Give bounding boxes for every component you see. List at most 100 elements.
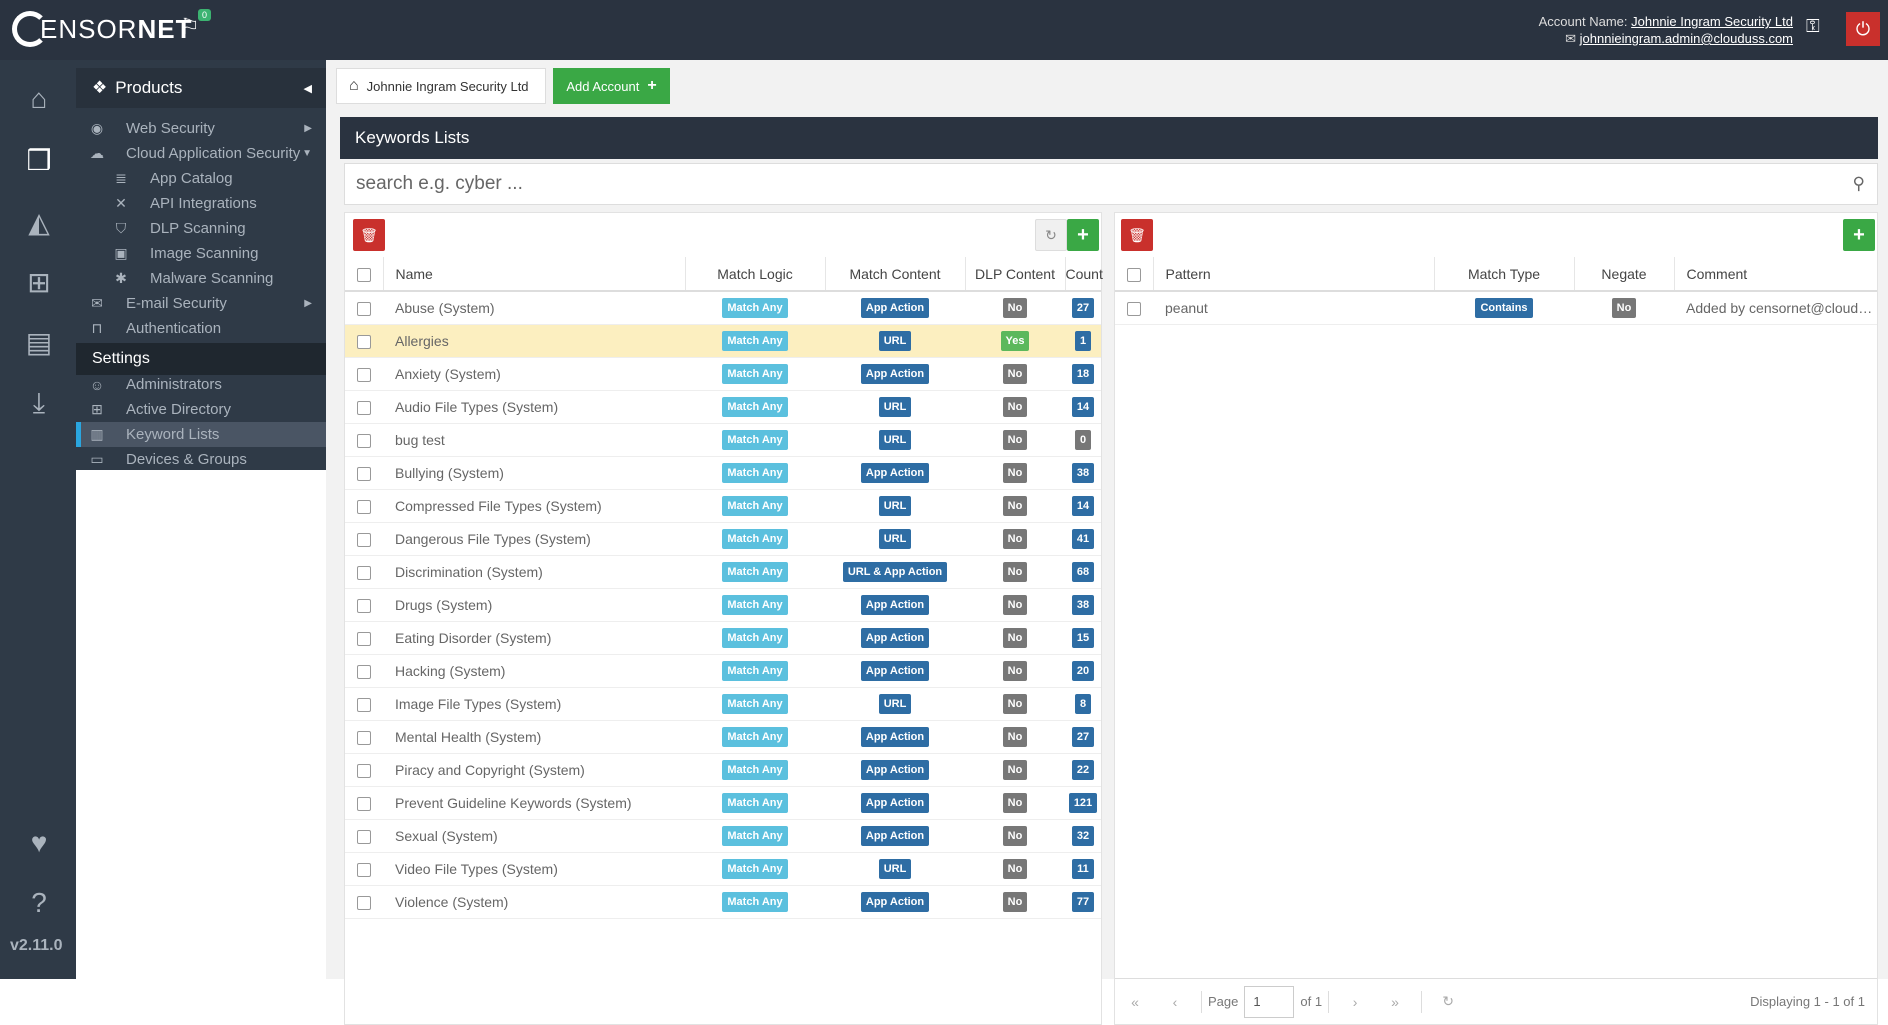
nav-administrators[interactable]: ☺ Administrators [76,372,326,397]
list-name: Image File Types (System) [383,687,685,721]
row-checkbox[interactable] [357,895,371,910]
row-checkbox[interactable] [357,598,371,613]
table-row[interactable]: Eating Disorder (System) Match Any App Act… [345,621,1101,655]
col-logic-header[interactable]: Match Logic [685,257,826,292]
row-checkbox[interactable] [357,466,371,481]
list-name: Dangerous File Types (System) [383,522,685,556]
nav-authentication[interactable]: ⊓ Authentication [76,316,326,341]
select-all-checkbox[interactable] [1126,267,1141,282]
nav-malware-scanning[interactable]: ✱ Malware Scanning [76,266,326,291]
add-account-button[interactable]: Add Account + [553,68,670,104]
col-dlp-header[interactable]: DLP Content [965,257,1066,292]
sitemap-icon[interactable]: ⊞ [27,267,51,298]
table-row[interactable]: Sexual (System) Match Any App Action No 32 [345,819,1101,853]
col-pattern-header[interactable]: Pattern [1153,257,1435,292]
nav-devices-groups[interactable]: ▭ Devices & Groups [76,447,326,472]
row-checkbox[interactable] [357,763,371,778]
select-all-checkbox[interactable] [356,267,371,282]
col-count-header[interactable]: Count [1065,257,1103,292]
search-icon[interactable]: ⚲ [1852,174,1865,193]
col-comment-header[interactable]: Comment [1674,257,1877,292]
table-row[interactable]: Audio File Types (System) Match Any URL No 1… [345,390,1101,424]
row-checkbox[interactable] [357,829,371,844]
col-match-type-header[interactable]: Match Type [1434,257,1575,292]
table-row[interactable]: bug test Match Any URL No 0 [345,423,1101,457]
row-checkbox[interactable] [357,796,371,811]
row-checkbox[interactable] [357,565,371,580]
products-header[interactable]: ❖ Products ◀ [76,68,326,108]
row-checkbox[interactable] [1127,301,1141,316]
next-page-icon[interactable]: › [1352,993,1358,1010]
id-card-icon[interactable]: ▤ [25,327,53,358]
table-row[interactable]: Image File Types (System) Match Any URL No 8 [345,687,1101,721]
prev-page-icon[interactable]: ‹ [1172,993,1178,1010]
dlp-cell: Yes [965,324,1065,358]
refresh-icon[interactable]: ↻ [1442,993,1454,1009]
add-pattern-button[interactable]: + [1843,219,1875,251]
last-page-icon[interactable]: » [1391,993,1399,1010]
add-list-button[interactable]: + [1067,219,1099,251]
col-negate-header[interactable]: Negate [1574,257,1675,292]
table-row[interactable]: peanut Contains No Added by censornet@cloud… [1115,291,1877,325]
heart-icon[interactable]: ♥ [30,827,48,858]
search-input[interactable] [356,173,1836,195]
nav-web-security[interactable]: ◉ Web Security ▶ [76,116,326,141]
home-icon[interactable]: ⌂ [30,83,48,114]
row-checkbox[interactable] [357,433,371,448]
row-checkbox[interactable] [357,334,371,349]
refresh-button[interactable]: ↻ [1035,219,1067,251]
col-name-header[interactable]: Name [383,257,686,292]
nav-app-catalog[interactable]: ≣ App Catalog [76,166,326,191]
nav-dlp-scanning[interactable]: ⛉ DLP Scanning [76,216,326,241]
table-row[interactable]: Hacking (System) Match Any App Action No 20 [345,654,1101,688]
key-icon[interactable]: ⚿ [1806,16,1820,36]
table-row[interactable]: Mental Health (System) Match Any App Actio… [345,720,1101,754]
row-checkbox[interactable] [357,499,371,514]
row-checkbox[interactable] [357,730,371,745]
row-checkbox[interactable] [357,367,371,382]
tab-home-account[interactable]: ⌂ Johnnie Ingram Security Ltd [336,68,546,104]
delete-list-button[interactable]: 🗑 [353,219,385,251]
table-row[interactable]: Video File Types (System) Match Any URL No 1… [345,852,1101,886]
delete-pattern-button[interactable]: 🗑 [1121,219,1153,251]
table-row[interactable]: Piracy and Copyright (System) Match Any Ap… [345,753,1101,787]
page-number-input[interactable] [1244,985,1295,1018]
nav-email-security[interactable]: ✉ E-mail Security ▶ [76,291,326,316]
row-checkbox[interactable] [357,301,371,316]
censornet-logo[interactable]: ENSORNET [12,8,192,50]
flag-icon[interactable]: ⚐ [180,14,200,39]
table-row[interactable]: Anxiety (System) Match Any App Action No 18 [345,357,1101,391]
logout-button[interactable]: ⏻ [1846,12,1880,46]
nav-keyword-lists[interactable]: ▥ Keyword Lists [76,422,326,447]
table-row[interactable]: Dangerous File Types (System) Match Any UR… [345,522,1101,556]
account-email-link[interactable]: johnnieingram.admin@clouduss.com [1579,31,1793,46]
table-row[interactable]: Abuse (System) Match Any App Action No 27 [345,291,1101,325]
table-row[interactable]: Discrimination (System) Match Any URL & Ap… [345,555,1101,589]
help-icon[interactable]: ? [31,887,47,918]
nav-label: Malware Scanning [150,270,274,287]
table-row[interactable]: Compressed File Types (System) Match Any U… [345,489,1101,523]
area-chart-icon[interactable]: ◭ [28,207,50,238]
table-row[interactable]: Violence (System) Match Any App Action No 77 [345,885,1101,919]
table-row[interactable]: Drugs (System) Match Any App Action No 38 [345,588,1101,622]
dlp-badge: No [1002,660,1028,681]
table-row[interactable]: Allergies Match Any URL Yes 1 [345,324,1101,358]
row-checkbox[interactable] [357,697,371,712]
cubes-icon[interactable]: ❒ [26,145,52,176]
col-content-header[interactable]: Match Content [825,257,966,292]
row-checkbox[interactable] [357,532,371,547]
row-checkbox[interactable] [357,631,371,646]
nav-cloud-app-security[interactable]: ☁ Cloud Application Security ▼ [76,141,326,166]
nav-image-scanning[interactable]: ▣ Image Scanning [76,241,326,266]
first-page-icon[interactable]: « [1131,993,1139,1010]
table-row[interactable]: Prevent Guideline Keywords (System) Match… [345,786,1101,820]
table-row[interactable]: Bullying (System) Match Any App Action No 38 [345,456,1101,490]
account-name-link[interactable]: Johnnie Ingram Security Ltd [1631,14,1793,29]
download-icon[interactable]: ⤓ [32,387,46,418]
row-checkbox[interactable] [357,862,371,877]
nav-active-directory[interactable]: ⊞ Active Directory [76,397,326,422]
row-checkbox[interactable] [357,400,371,415]
row-checkbox[interactable] [357,664,371,679]
nav-api-integrations[interactable]: ✕ API Integrations [76,191,326,216]
collapse-caret-icon[interactable]: ◀ [303,82,312,95]
